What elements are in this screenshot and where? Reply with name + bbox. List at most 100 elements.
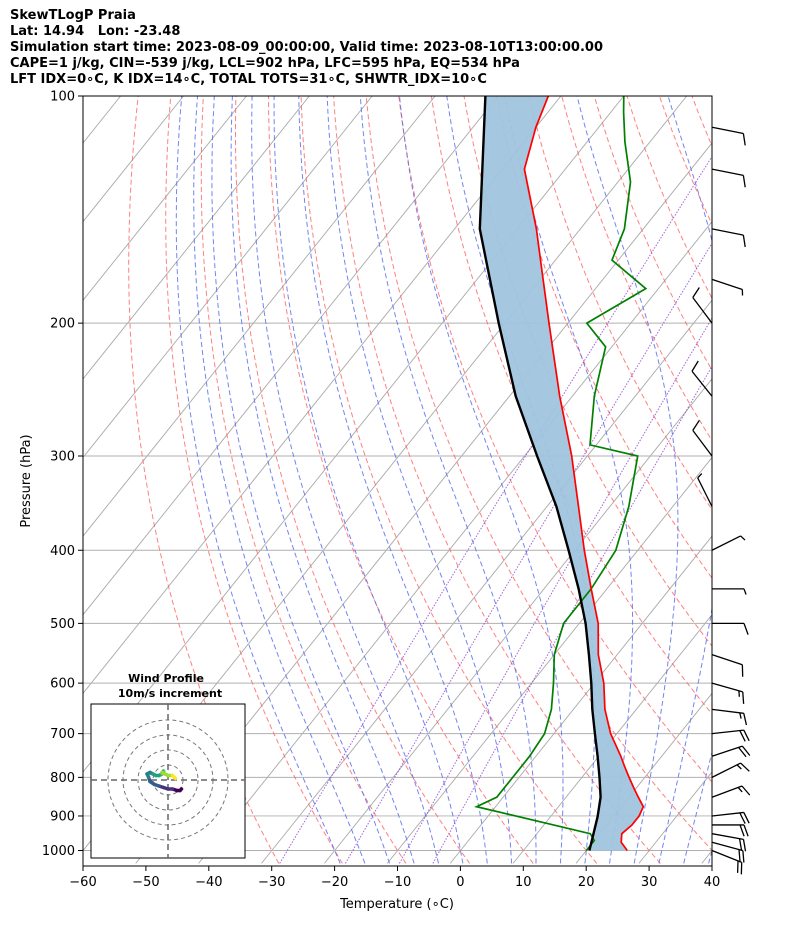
barb-half-flag — [743, 588, 747, 595]
isotherm — [575, 692, 712, 864]
mixing-ratio-line — [398, 317, 712, 864]
moist-adiabat — [193, 96, 366, 864]
barb-half-flag — [737, 786, 743, 793]
wind-barb — [697, 473, 713, 507]
barb-flag — [743, 812, 750, 824]
isotherm — [83, 96, 247, 301]
isotherm — [386, 456, 712, 864]
chart-title: SkewTLogP Praia — [10, 8, 136, 23]
y-tick-label: 100 — [50, 90, 75, 105]
x-tick-label: 20 — [578, 875, 595, 890]
barb-flag — [742, 691, 745, 704]
y-tick-label: 400 — [50, 544, 75, 559]
dry-adiabat — [128, 96, 280, 864]
isotherm — [324, 378, 712, 864]
barb-staff — [711, 682, 743, 693]
y-tick-label: 500 — [50, 617, 75, 632]
isotherm — [83, 96, 310, 380]
moist-adiabat — [326, 96, 513, 864]
wind-barb — [711, 762, 750, 778]
dry-adiabat — [398, 96, 712, 783]
wind-barb — [711, 682, 745, 704]
barb-flag — [741, 785, 751, 796]
moist-adiabat — [298, 96, 488, 864]
x-tick-label: −60 — [69, 875, 96, 890]
wind-barb — [692, 287, 713, 324]
dry-adiabat — [790, 96, 794, 863]
temperature-profile — [523, 96, 645, 851]
moist-adiabat — [734, 96, 794, 863]
moist-adiabat — [273, 96, 464, 864]
x-tick-label: −50 — [132, 875, 159, 890]
barb-flag — [743, 729, 750, 742]
barb-flag — [738, 849, 741, 862]
barb-staff — [711, 278, 743, 291]
barb-staff — [711, 228, 744, 236]
x-tick-label: −40 — [195, 875, 222, 890]
y-tick-label: 900 — [50, 809, 75, 824]
wind-barb — [692, 419, 713, 457]
moist-adiabat — [359, 96, 537, 864]
isotherm — [638, 771, 712, 864]
parcel-profile — [478, 96, 602, 851]
barb-staff — [697, 477, 713, 507]
wind-barb — [712, 588, 747, 595]
isotherm — [198, 220, 712, 864]
hodograph-segment — [172, 775, 178, 781]
wind-barb — [711, 126, 746, 146]
isotherm — [765, 96, 794, 863]
barb-flag — [692, 287, 700, 298]
mixing-ratio-line — [432, 365, 712, 864]
dry-adiabat — [626, 96, 712, 300]
chart-header: SkewTLogP Praia Lat: 14.94 Lon: -23.48 S… — [10, 8, 603, 88]
dry-adiabat — [757, 96, 794, 863]
isotherm — [512, 614, 712, 864]
barb-staff — [711, 811, 744, 817]
mixing-ratio-line — [344, 242, 712, 864]
y-tick-label: 600 — [50, 677, 75, 692]
barb-staff — [711, 849, 742, 863]
index-line: LFT IDX=0∘C, K IDX=14∘C, TOTAL TOTS=31∘C… — [10, 72, 487, 87]
wind-barb — [712, 622, 749, 635]
profile-lines — [474, 96, 648, 852]
barb-flag — [692, 419, 700, 431]
background-lines — [83, 96, 794, 864]
barb-staff — [692, 429, 713, 457]
wind-barbs — [691, 126, 751, 875]
wind-barb — [712, 824, 749, 837]
pressure-axis: 100 200 300 400 500 600 700 800 900 1000 — [42, 90, 83, 859]
isotherm — [83, 96, 436, 537]
wind-barb — [711, 535, 746, 551]
isotherm — [449, 535, 712, 864]
cin-shading — [479, 96, 644, 851]
hodograph-subtitle: 10m/s increment — [118, 687, 222, 700]
barb-staff — [711, 729, 744, 735]
barb-half-flag — [697, 473, 703, 479]
barb-flag — [739, 812, 746, 824]
dry-adiabat — [200, 96, 407, 864]
barb-flag — [741, 745, 751, 756]
dry-adiabat — [691, 96, 712, 148]
cape-line: CAPE=1 j/kg, CIN=-539 j/kg, LCL=902 hPa,… — [10, 56, 520, 71]
dry-adiabat — [528, 96, 712, 511]
wind-barb — [711, 228, 746, 248]
barb-flag — [691, 360, 699, 372]
barb-flag — [742, 133, 746, 146]
barb-staff — [711, 745, 743, 757]
wind-barb — [711, 849, 743, 875]
hodograph-title: Wind Profile — [128, 672, 204, 685]
x-tick-label: 30 — [641, 875, 658, 890]
wind-barb — [711, 811, 750, 824]
y-tick-label: 800 — [50, 771, 75, 786]
wind-barb — [711, 168, 746, 188]
wind-barb — [711, 653, 744, 677]
barb-flag — [743, 824, 749, 837]
dry-adiabat — [365, 96, 712, 852]
dry-adiabat — [268, 96, 534, 864]
barb-staff — [711, 126, 744, 135]
moist-adiabat — [230, 96, 415, 864]
x-tick-label: 10 — [515, 875, 532, 890]
barb-half-flag — [740, 535, 746, 541]
barb-staff — [691, 370, 713, 397]
